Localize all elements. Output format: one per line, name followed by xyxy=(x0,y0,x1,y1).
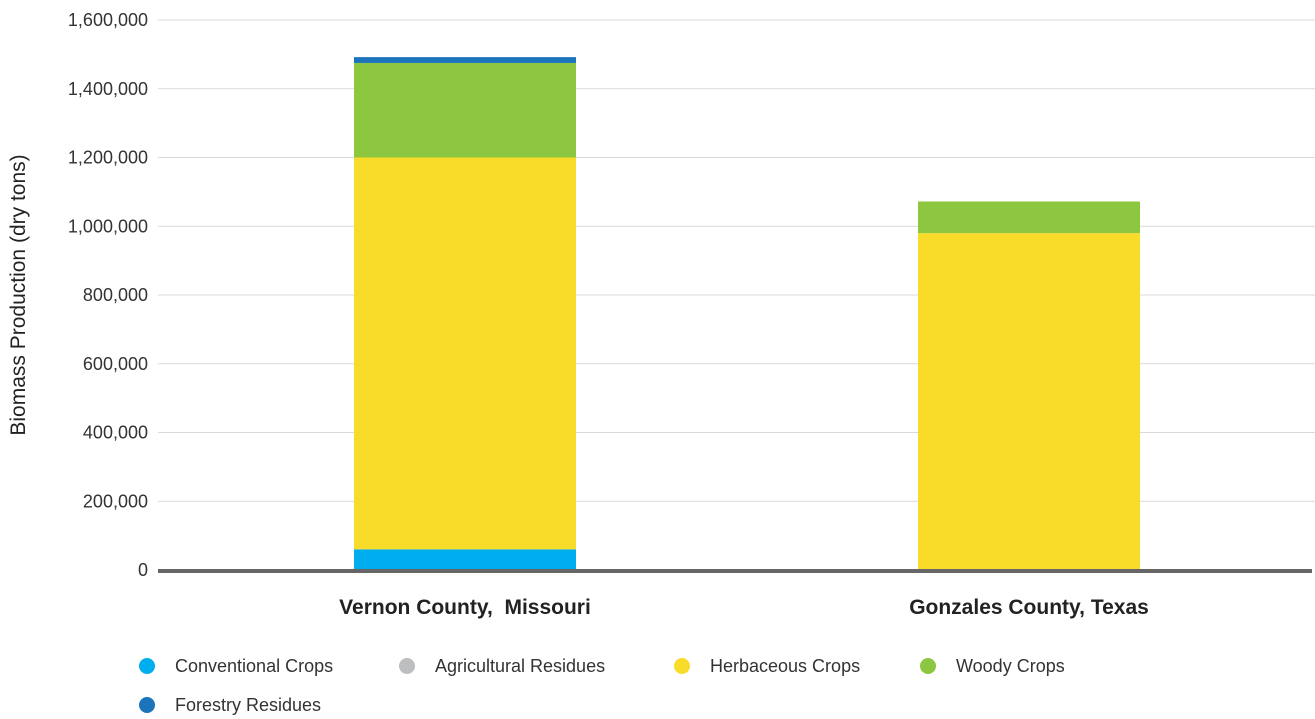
y-tick-label: 1,000,000 xyxy=(68,216,148,236)
legend-marker xyxy=(139,658,155,674)
y-tick-label: 800,000 xyxy=(83,285,148,305)
legend-marker xyxy=(399,658,415,674)
legend-label: Forestry Residues xyxy=(175,695,321,715)
y-tick-label: 200,000 xyxy=(83,491,148,511)
bar-segment xyxy=(354,62,576,158)
bar-segment xyxy=(918,201,1140,234)
category-label: Vernon County, Missouri xyxy=(339,596,591,619)
legend: Conventional Crops Agricultural Residues H… xyxy=(139,656,1065,715)
bars xyxy=(354,57,1140,570)
y-tick-label: 0 xyxy=(138,560,148,580)
bar-segment xyxy=(354,157,576,550)
bar-segment xyxy=(918,233,1140,570)
category-label: Gonzales County, Texas xyxy=(909,596,1149,619)
y-tick-label: 600,000 xyxy=(83,354,148,374)
y-tick-label: 1,200,000 xyxy=(68,148,148,168)
legend-marker xyxy=(920,658,936,674)
legend-marker xyxy=(139,697,155,713)
legend-label: Agricultural Residues xyxy=(435,656,605,676)
gridlines xyxy=(158,19,1315,502)
y-tick-label: 1,400,000 xyxy=(68,79,148,99)
legend-marker xyxy=(674,658,690,674)
y-tick-label: 400,000 xyxy=(83,423,148,443)
category-labels: Vernon County, Missouri Gonzales County, … xyxy=(339,596,1149,619)
bar-segment xyxy=(354,549,576,570)
y-tick-label: 1,600,000 xyxy=(68,10,148,30)
y-axis-tick-labels: 0 200,000 400,000 600,000 800,000 1,000,000 1,… xyxy=(68,10,148,580)
legend-label: Conventional Crops xyxy=(175,656,333,676)
legend-label: Woody Crops xyxy=(956,656,1065,676)
legend-label: Herbaceous Crops xyxy=(710,656,860,676)
y-axis-title: Biomass Production (dry tons) xyxy=(7,154,30,435)
bar-segment xyxy=(354,57,576,63)
